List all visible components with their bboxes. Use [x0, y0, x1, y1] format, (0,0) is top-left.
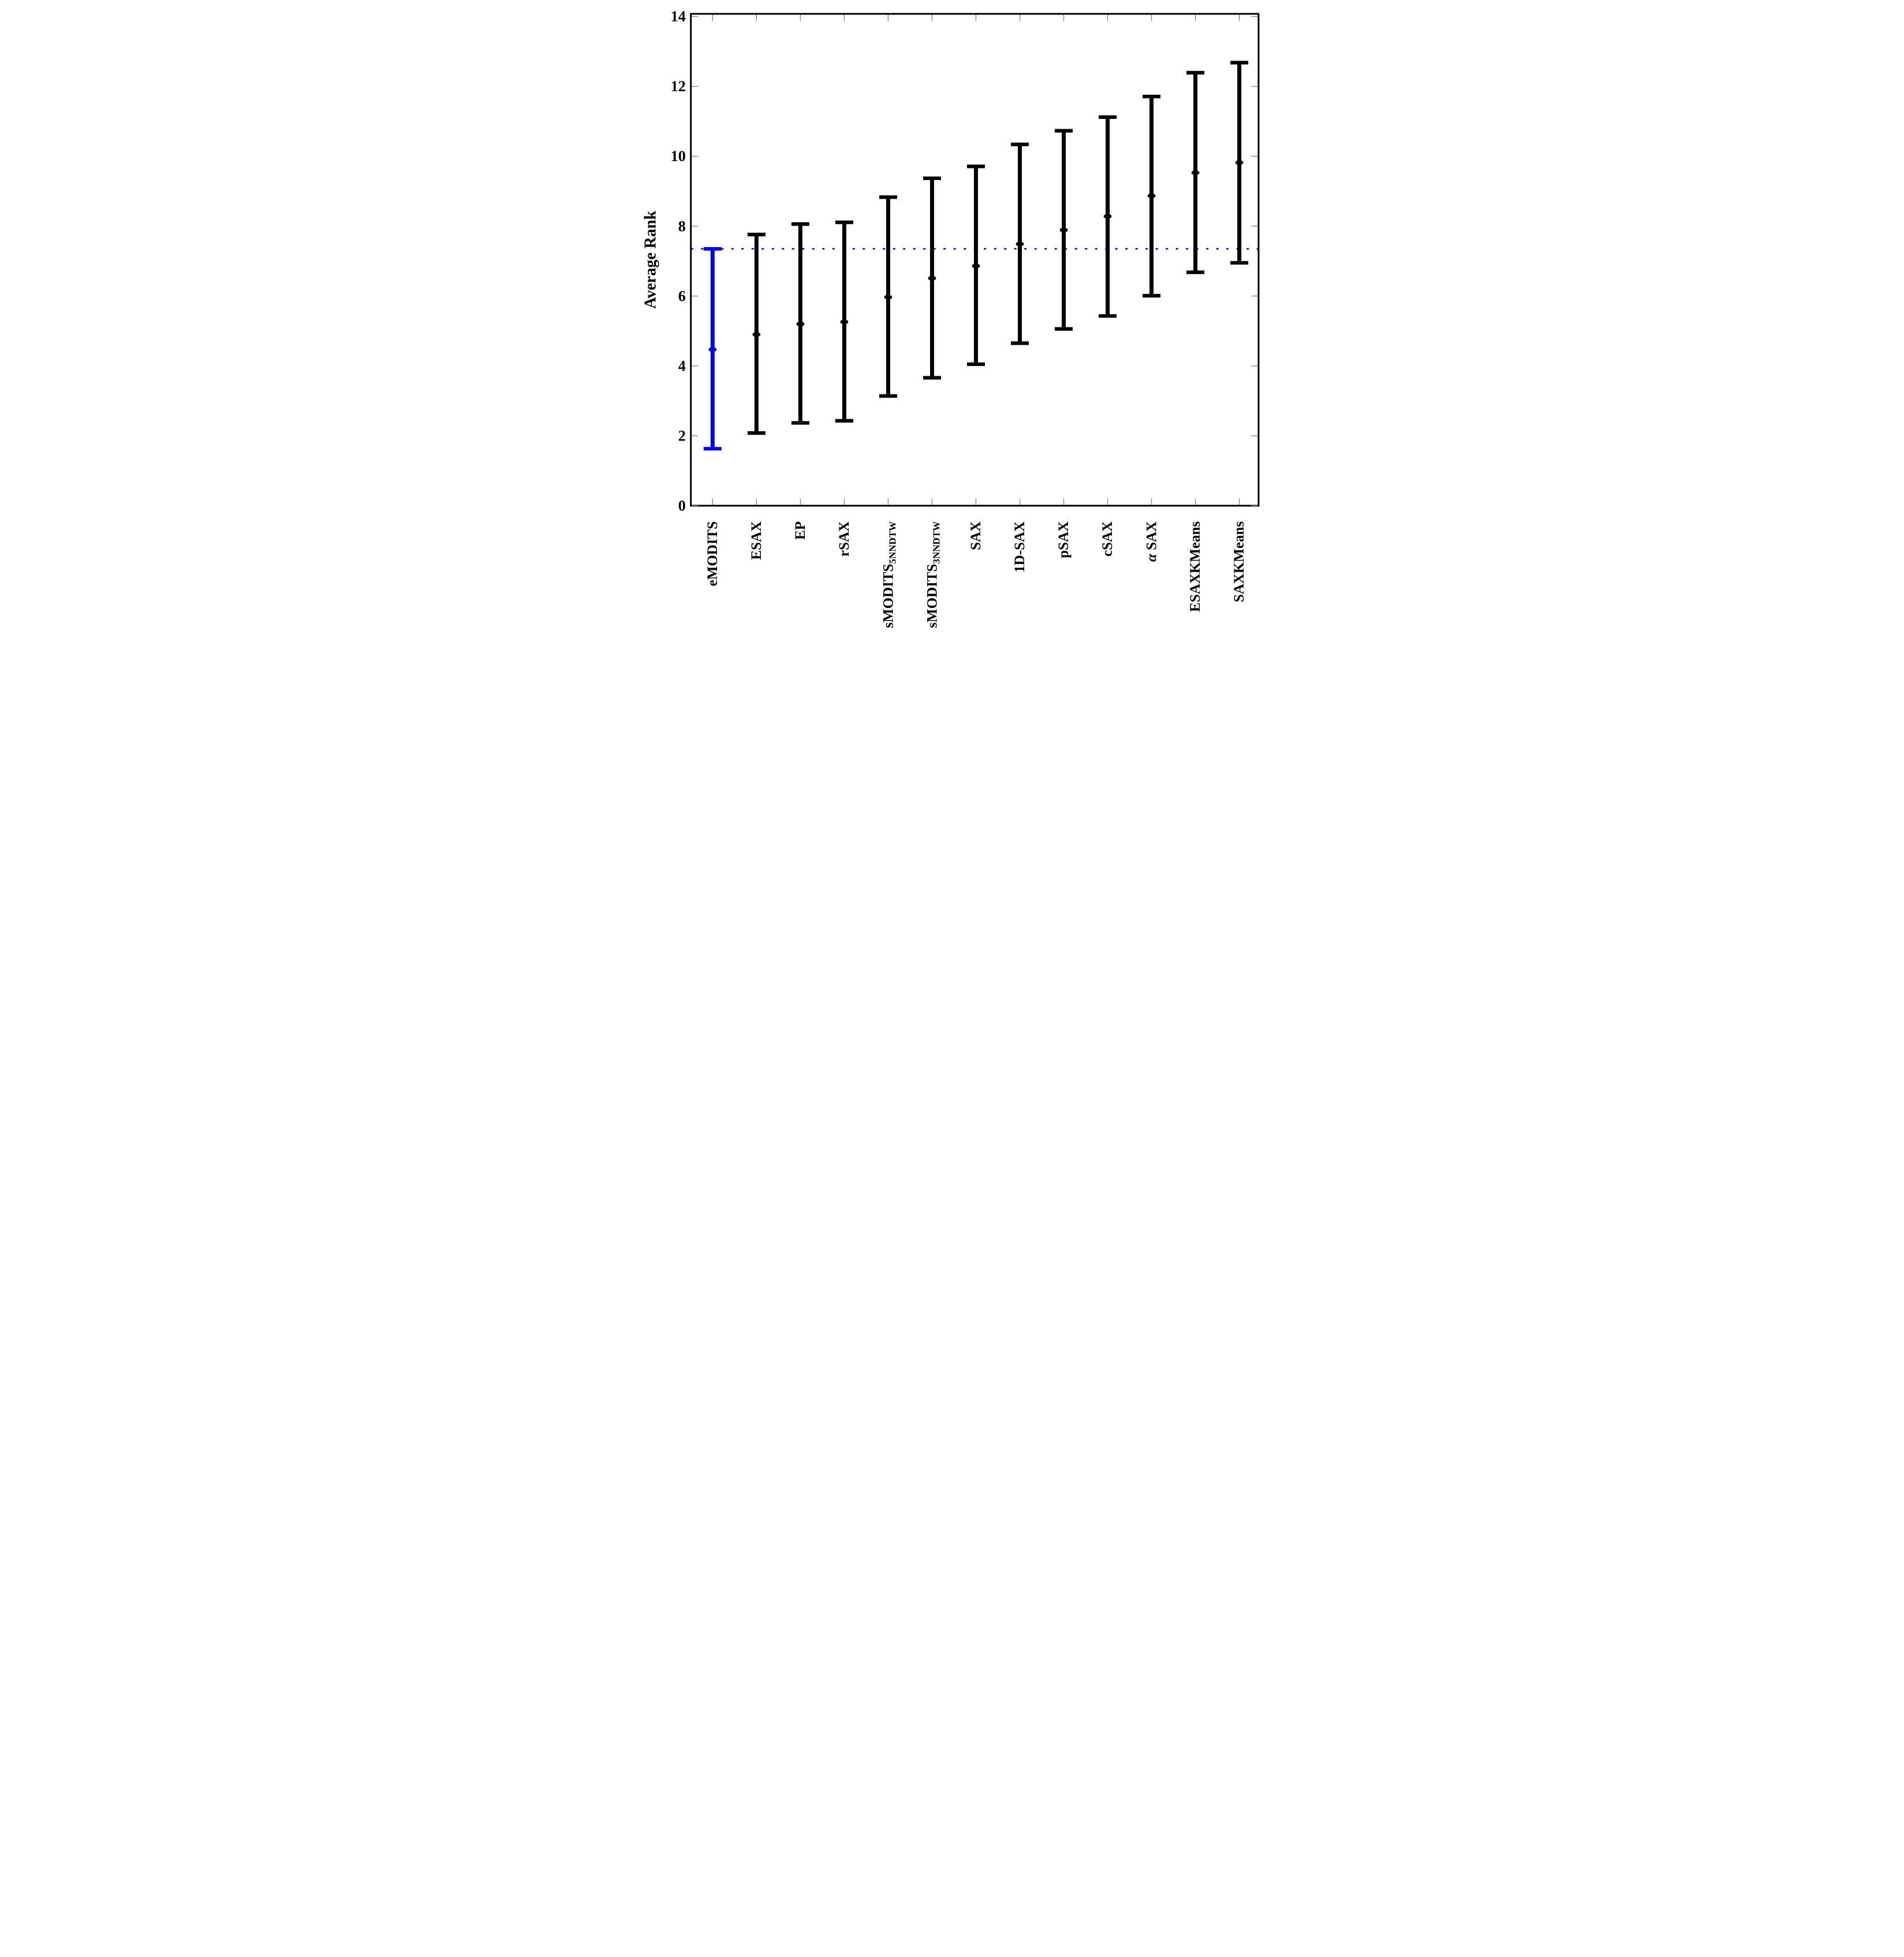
x-tick-label: EP — [792, 521, 808, 540]
mean-marker — [708, 347, 716, 352]
errorbar-SAX — [966, 165, 985, 366]
errorbar-sMODITS — [879, 195, 897, 398]
y-tick-label: 4 — [678, 357, 685, 374]
errorbar-eMODITS — [703, 247, 722, 451]
x-tick-label: cSAX — [1100, 521, 1115, 557]
x-tick-label: pSAX — [1056, 521, 1072, 558]
mean-marker — [1235, 160, 1244, 165]
mean-marker — [752, 332, 760, 337]
y-axis-title: Average Rank — [641, 211, 659, 309]
errorbar-cSAX — [1098, 115, 1117, 318]
mean-marker — [1147, 193, 1155, 199]
x-tick-label: sMODITS5NNDTW — [880, 521, 897, 628]
y-tick-label: 6 — [678, 287, 685, 304]
x-tick-label: ESAX — [748, 521, 764, 560]
y-axis: 0 2 4 6 8 10 12 14 — [670, 8, 1257, 514]
mean-marker — [1191, 170, 1200, 175]
mean-marker — [972, 263, 980, 268]
mean-marker — [928, 275, 936, 281]
y-tick-label: 14 — [670, 8, 685, 25]
mean-marker — [1059, 227, 1067, 233]
y-tick-label: 2 — [678, 427, 685, 444]
errorbar-ESAX — [747, 233, 766, 435]
error-bars — [703, 61, 1248, 451]
y-tick-label: 12 — [670, 78, 685, 95]
errorbar-α-SAX — [1142, 95, 1160, 298]
x-tick-label: eMODITS — [704, 521, 720, 587]
x-tick-label: α SAX — [1144, 521, 1159, 562]
mean-marker — [1103, 214, 1111, 219]
mean-marker — [839, 319, 848, 324]
mean-marker — [884, 294, 892, 300]
errorbar-ESAXKMeans — [1186, 70, 1204, 274]
x-tick-label: SAXKMeans — [1231, 521, 1247, 603]
average-rank-errorbar-chart: 0 2 4 6 8 10 12 14 eMODITS ESAX EP rSAX sMODITS5NNDT… — [641, 8, 1259, 628]
errorbar-EP — [791, 222, 809, 425]
x-tick-label: sMODITS3NNDTW — [924, 521, 941, 628]
plot-frame — [689, 13, 1259, 507]
errorbar-SAXKMeans — [1230, 61, 1248, 265]
mean-marker — [796, 322, 804, 327]
x-tick-label: 1D-SAX — [1012, 521, 1028, 573]
errorbar-pSAX — [1054, 129, 1073, 331]
errorbar-sMODITS — [923, 176, 941, 380]
errorbar-1D-SAX — [1010, 143, 1029, 345]
y-tick-label: 0 — [678, 498, 685, 514]
y-tick-label: 10 — [670, 148, 685, 165]
x-axis-labels: eMODITS ESAX EP rSAX sMODITS5NNDTW sMODITS3NN… — [704, 521, 1246, 628]
errorbar-rSAX — [835, 221, 853, 423]
x-tick-label: SAX — [968, 521, 983, 550]
mean-marker — [1016, 241, 1024, 247]
x-axis — [712, 14, 1240, 505]
y-tick-label: 8 — [678, 218, 685, 234]
x-tick-label: ESAXKMeans — [1188, 521, 1203, 612]
x-tick-label: rSAX — [836, 521, 852, 557]
average-rank-errorbar-figure: 0 2 4 6 8 10 12 14 eMODITS ESAX EP rSAX sMODITS5NNDT… — [635, 0, 1270, 652]
